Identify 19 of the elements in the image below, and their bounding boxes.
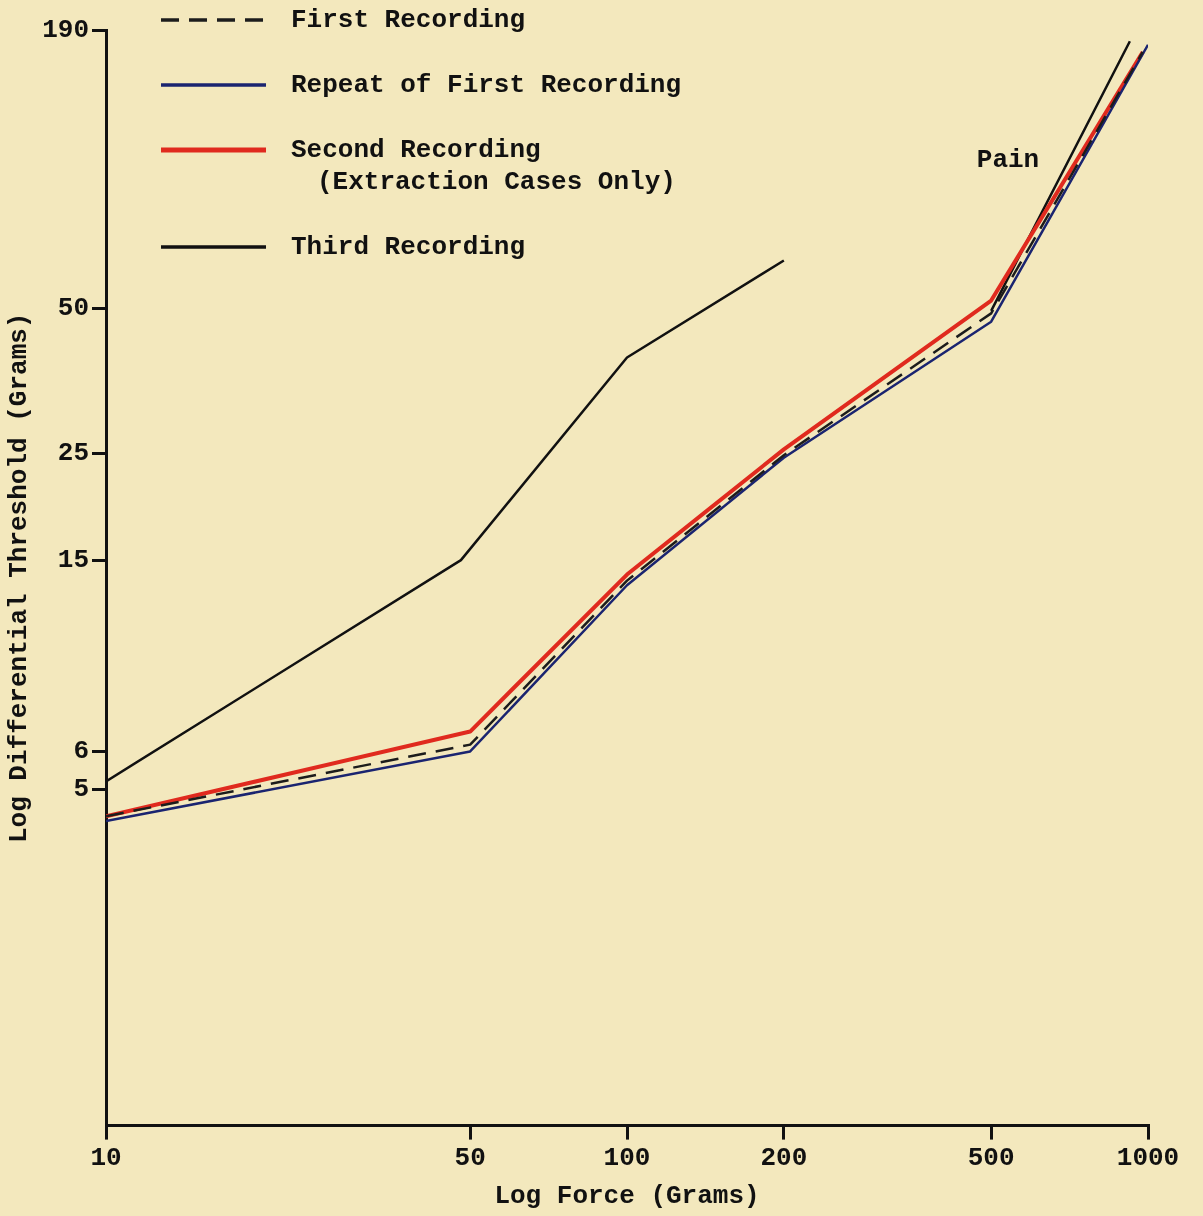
annotation: Pain	[976, 144, 1040, 175]
y-tick-label: 50	[57, 293, 90, 324]
y-tick-label: 5	[73, 774, 90, 805]
y-tick-label: 190	[42, 14, 90, 45]
y-tick-label: 25	[57, 438, 90, 469]
x-axis-title: Log Force (Grams)	[494, 1180, 760, 1211]
y-tick-label: 15	[57, 544, 90, 575]
legend-label: Repeat of First Recording	[291, 69, 682, 100]
x-tick-label: 50	[454, 1142, 486, 1173]
y-tick-label: 6	[73, 736, 90, 767]
x-tick-label: 100	[603, 1142, 651, 1173]
x-tick-label: 10	[90, 1142, 122, 1173]
legend-label: Third Recording	[291, 231, 526, 262]
x-tick-label: 200	[760, 1142, 808, 1173]
x-tick-label: 1000	[1116, 1142, 1180, 1173]
x-tick-label: 500	[967, 1142, 1015, 1173]
y-axis-title: Log Differential Threshold (Grams)	[4, 312, 35, 844]
legend-label: Second Recording (Extraction Cases Only)	[291, 134, 676, 197]
legend-label: First Recording	[291, 4, 526, 35]
